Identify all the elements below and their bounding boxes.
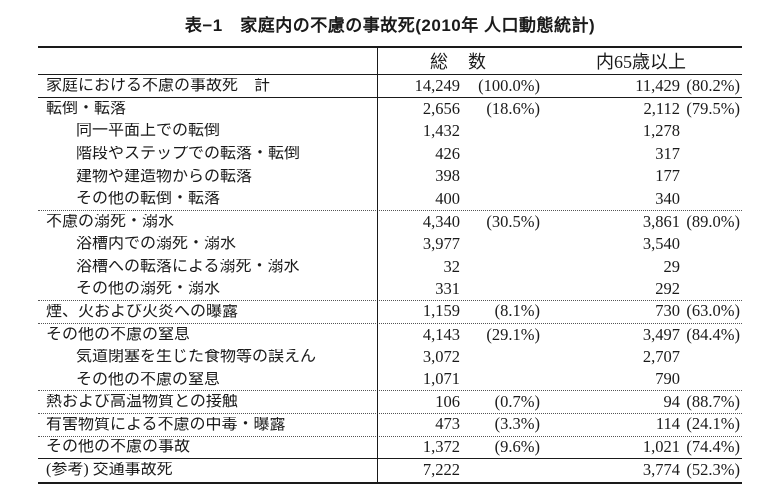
row-label: その他の不慮の窒息: [46, 326, 191, 343]
row-label: 不慮の溺死・溺水: [46, 213, 175, 230]
total-percent: (3.3%): [494, 414, 540, 434]
table-body: 家庭における不慮の事故死 計 14,249 (100.0%) 11,429 (8…: [38, 75, 742, 482]
elderly-number: 340: [655, 188, 680, 208]
column-header-elderly: 内65歳以上: [596, 52, 686, 72]
total-number: 426: [435, 143, 460, 163]
total-number: 400: [435, 188, 460, 208]
table-row: 階段やステップでの転落・転倒 426 317: [38, 143, 742, 166]
row-label: その他の転倒・転落: [76, 190, 221, 207]
total-number: 473: [435, 414, 460, 434]
elderly-number: 3,497: [642, 324, 680, 344]
row-label: 階段やステップでの転落・転倒: [76, 146, 301, 163]
elderly-number: 292: [655, 278, 680, 298]
row-label: 有害物質による不慮の中毒・曝露: [46, 416, 286, 433]
table-row: 不慮の溺死・溺水 4,340 (30.5%) 3,861 (89.0%): [38, 211, 742, 234]
elderly-number: 177: [655, 166, 680, 186]
row-label: 転倒・転落: [46, 100, 127, 117]
total-number: 1,432: [422, 121, 460, 141]
table-row: 建物や建造物からの転落 398 177: [38, 165, 742, 188]
row-label: 気道閉塞を生じた食物等の誤えん: [76, 349, 317, 366]
table-row: 熱および高温物質との接触 106 (0.7%) 94 (88.7%): [38, 391, 742, 414]
total-percent: (9.6%): [494, 437, 540, 457]
table-row: その他の転倒・転落 400 340: [38, 188, 742, 211]
total-percent: (100.0%): [478, 75, 540, 95]
row-label: 熱および高温物質との接触: [46, 394, 238, 411]
row-label: その他の不慮の事故: [46, 439, 191, 456]
total-number: 106: [435, 391, 460, 411]
elderly-percent: (24.1%): [686, 414, 740, 434]
total-number: 32: [443, 256, 461, 276]
elderly-number: 11,429: [635, 75, 680, 95]
elderly-number: 114: [655, 414, 680, 434]
elderly-number: 790: [655, 369, 680, 389]
elderly-number: 1,021: [642, 437, 680, 457]
elderly-percent: (89.0%): [686, 211, 740, 231]
table-row: 煙、火および火炎への曝露 1,159 (8.1%) 730 (63.0%): [38, 301, 742, 324]
total-number: 1,071: [422, 369, 460, 389]
total-percent: (18.6%): [486, 98, 540, 118]
elderly-percent: (84.4%): [686, 324, 740, 344]
column-header-total: 総 数: [430, 52, 487, 72]
elderly-number: 3,774: [642, 460, 680, 480]
total-number: 331: [435, 278, 460, 298]
elderly-percent: (63.0%): [686, 301, 740, 321]
elderly-number: 29: [663, 256, 681, 276]
row-label: その他の溺死・溺水: [76, 281, 221, 298]
table-row: 家庭における不慮の事故死 計 14,249 (100.0%) 11,429 (8…: [38, 75, 742, 98]
total-number: 1,159: [422, 301, 460, 321]
elderly-percent: (79.5%): [686, 98, 740, 118]
table-row: 気道閉塞を生じた食物等の誤えん 3,072 2,707: [38, 346, 742, 369]
total-percent: (8.1%): [494, 301, 540, 321]
table-title: 表−1 家庭内の不慮の事故死(2010年 人口動態統計): [184, 16, 596, 35]
total-number: 4,340: [422, 211, 460, 231]
total-number: 3,072: [422, 347, 460, 367]
row-label: 浴槽への転落による溺死・溺水: [76, 259, 300, 276]
total-number: 1,372: [422, 437, 460, 457]
total-number: 2,656: [422, 98, 460, 118]
elderly-number: 730: [655, 301, 680, 321]
table-row: 同一平面上での転倒 1,432 1,278: [38, 120, 742, 143]
row-label: 建物や建造物からの転落: [76, 168, 253, 185]
table-row: その他の不慮の窒息 4,143 (29.1%) 3,497 (84.4%): [38, 324, 742, 347]
elderly-number: 2,112: [643, 98, 680, 118]
total-percent: (29.1%): [486, 324, 540, 344]
elderly-number: 317: [655, 143, 680, 163]
table-row: その他の不慮の事故 1,372 (9.6%) 1,021 (74.4%): [38, 437, 742, 460]
elderly-number: 2,707: [642, 347, 680, 367]
total-percent: (30.5%): [486, 211, 540, 231]
table-row: 転倒・転落 2,656 (18.6%) 2,112 (79.5%): [38, 98, 742, 121]
row-label: 浴槽内での溺死・溺水: [76, 236, 237, 253]
table-row: (参考) 交通事故死 7,222 3,774 (52.3%): [38, 459, 742, 482]
total-number: 3,977: [422, 234, 460, 254]
total-number: 398: [435, 166, 460, 186]
table-row: その他の溺死・溺水 331 292: [38, 278, 742, 301]
elderly-percent: (52.3%): [686, 460, 740, 480]
row-label: 同一平面上での転倒: [76, 123, 221, 140]
total-number: 7,222: [422, 460, 460, 480]
elderly-number: 3,540: [642, 234, 680, 254]
column-divider-line: [377, 48, 378, 482]
total-number: 14,249: [414, 75, 460, 95]
table-row: 浴槽内での溺死・溺水 3,977 3,540: [38, 233, 742, 256]
total-number: 4,143: [422, 324, 460, 344]
elderly-percent: (80.2%): [686, 75, 740, 95]
elderly-number: 94: [663, 391, 681, 411]
table-row: 浴槽への転落による溺死・溺水 32 29: [38, 256, 742, 279]
row-label: 煙、火および火炎への曝露: [46, 303, 239, 320]
statistics-table: 総 数 内65歳以上 家庭における不慮の事故死 計 14,249 (100.0%…: [38, 46, 742, 484]
table-row: その他の不慮の窒息 1,071 790: [38, 369, 742, 392]
row-label: (参考) 交通事故死: [46, 462, 173, 479]
elderly-number: 1,278: [642, 121, 680, 141]
total-percent: (0.7%): [494, 391, 540, 411]
table-header-row: 総 数 内65歳以上: [38, 48, 742, 75]
elderly-percent: (74.4%): [686, 437, 740, 457]
elderly-number: 3,861: [642, 211, 680, 231]
elderly-percent: (88.7%): [686, 391, 740, 411]
table-row: 有害物質による不慮の中毒・曝露 473 (3.3%) 114 (24.1%): [38, 414, 742, 437]
row-label: 家庭における不慮の事故死 計: [46, 77, 271, 94]
row-label: その他の不慮の窒息: [76, 371, 221, 388]
